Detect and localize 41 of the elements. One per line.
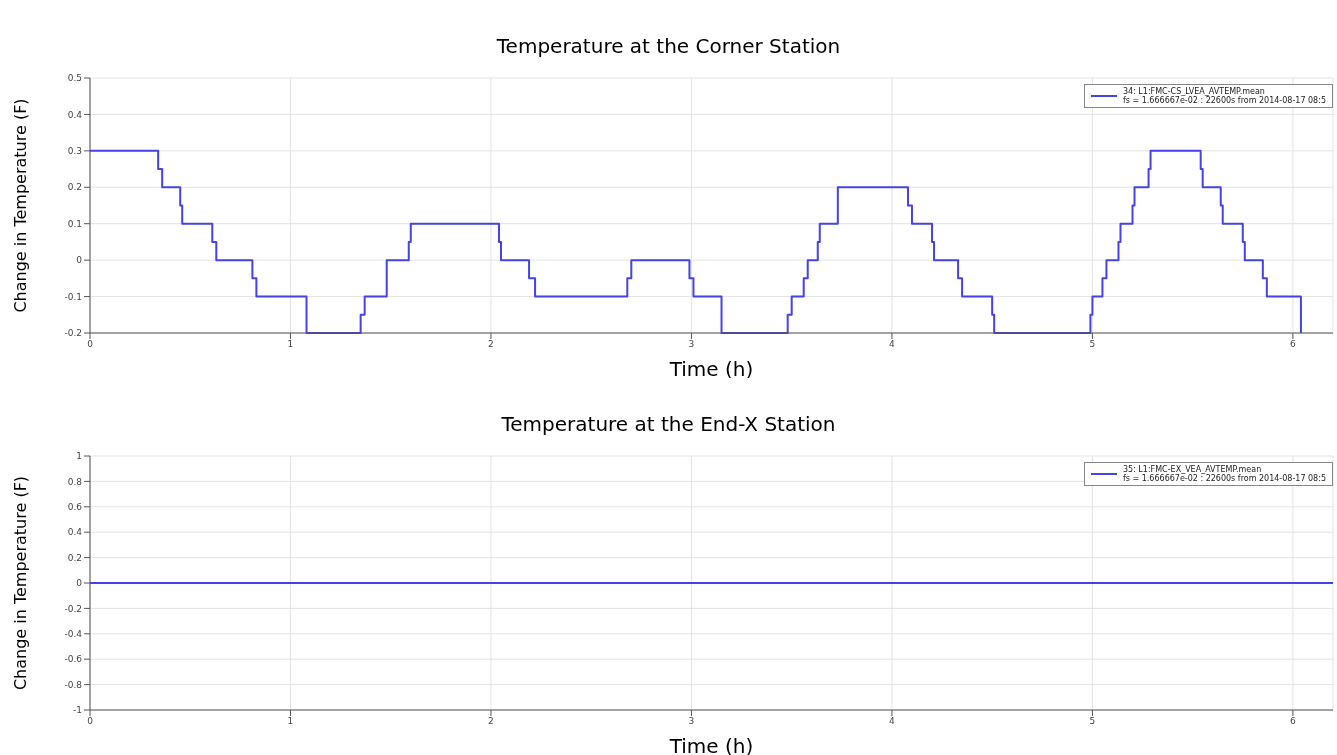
legend-label: 34: L1:FMC-CS_LVEA_AVTEMP.mean fs = 1.666667e-02 : 22600s from 2014-08-17 08:5 (1122, 87, 1326, 105)
x-tick-label: 5 (1089, 339, 1096, 350)
y-tick-label: -0.1 (64, 291, 82, 302)
y-tick-label: -0.2 (64, 328, 82, 339)
y-axis-title: Change in Temperature (F) (10, 98, 30, 313)
x-tick-label: 4 (889, 716, 896, 727)
y-tick-label: 0.8 (67, 476, 83, 487)
y-tick-label: 0.4 (67, 527, 83, 538)
y-tick-label: -0.2 (64, 603, 82, 614)
y-axis-title: Change in Temperature (F) (10, 475, 30, 691)
y-tick-label: -1 (73, 705, 82, 716)
x-tick-label: 3 (688, 339, 695, 350)
x-tick-label: 2 (488, 716, 494, 727)
x-tick-label: 2 (488, 339, 494, 350)
y-tick-label: 0.2 (67, 182, 82, 193)
y-tick-label: 0.2 (67, 552, 82, 563)
x-tick-label: 0 (87, 339, 94, 350)
chart-title: Temperature at the End-X Station (500, 412, 837, 436)
x-axis-title: Time (h) (668, 357, 754, 381)
y-tick-label: 1 (76, 451, 82, 462)
x-tick-label: 0 (87, 716, 94, 727)
y-tick-label: -0.8 (64, 679, 83, 690)
x-tick-label: 5 (1089, 716, 1096, 727)
x-tick-label: 1 (287, 716, 294, 727)
y-tick-label: 0 (76, 578, 83, 589)
y-tick-label: 0.3 (67, 146, 82, 157)
legend-label: 35: L1:FMC-EX_VEA_AVTEMP.mean fs = 1.666667e-02 : 22600s from 2014-08-17 08:5 (1122, 465, 1326, 483)
x-tick-label: 4 (889, 339, 896, 350)
x-axis-title: Time (h) (668, 734, 754, 755)
x-tick-label: 1 (287, 339, 294, 350)
x-tick-label: 6 (1290, 339, 1297, 350)
y-tick-label: 0.1 (67, 218, 82, 229)
x-tick-label: 6 (1290, 716, 1297, 727)
y-tick-label: -0.6 (64, 654, 83, 665)
y-tick-label: 0.5 (67, 73, 82, 84)
chart-title: Temperature at the Corner Station (495, 34, 842, 58)
y-tick-label: 0 (76, 255, 83, 266)
y-tick-label: 0.4 (67, 109, 83, 120)
y-tick-label: 0.6 (67, 501, 83, 512)
x-tick-label: 3 (688, 716, 695, 727)
y-tick-label: -0.4 (64, 628, 83, 639)
